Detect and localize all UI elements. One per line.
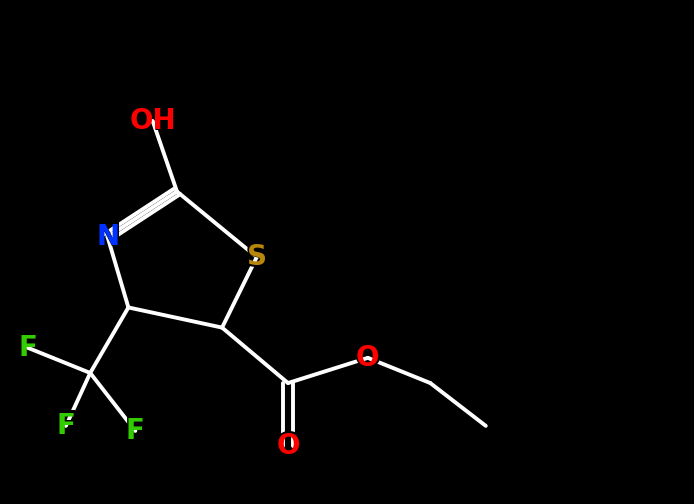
Text: O: O — [276, 432, 300, 460]
Text: N: N — [94, 220, 121, 254]
Text: OH: OH — [124, 104, 181, 138]
Text: N: N — [96, 223, 119, 251]
Text: F: F — [126, 417, 145, 445]
Text: OH: OH — [129, 107, 176, 135]
Text: S: S — [247, 243, 266, 271]
Text: O: O — [354, 341, 382, 374]
Text: F: F — [55, 409, 77, 443]
Text: F: F — [124, 414, 146, 448]
Text: O: O — [356, 344, 380, 372]
Text: F: F — [56, 412, 76, 440]
Text: S: S — [245, 240, 269, 274]
Text: F: F — [18, 334, 37, 362]
Text: F: F — [17, 331, 39, 364]
Text: O: O — [274, 429, 302, 463]
